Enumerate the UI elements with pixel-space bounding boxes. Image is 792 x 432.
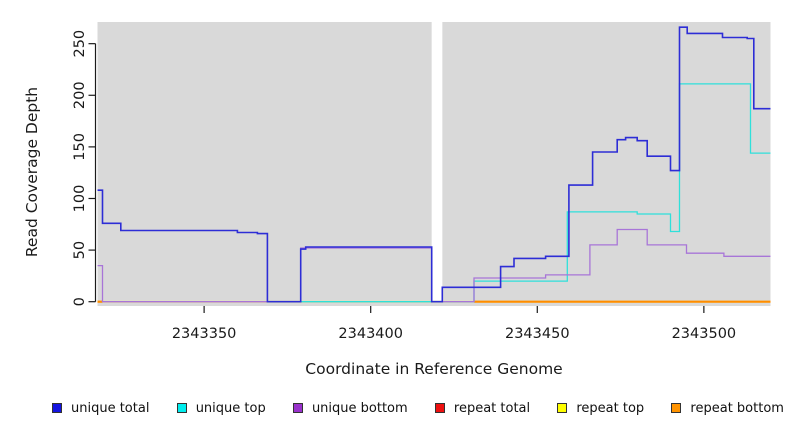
y-tick-label: 250	[72, 30, 88, 58]
legend-label: repeat top	[576, 400, 645, 416]
y-tick-label: 150	[72, 133, 88, 161]
y-tick-label: 50	[72, 241, 88, 259]
legend-swatch-icon	[557, 403, 568, 413]
x-tick-label: 2343450	[505, 326, 570, 342]
legend-item-repeat-bottom: repeat bottom	[671, 401, 784, 416]
legend-label: unique total	[71, 400, 150, 416]
legend-item-repeat-total: repeat total	[434, 400, 531, 416]
legend-label: repeat total	[453, 400, 531, 416]
series-unique-top	[300, 83, 771, 303]
legend-item-repeat-top: repeat top	[557, 401, 644, 416]
legend-swatch-icon	[176, 403, 187, 413]
x-tick-label: 2343400	[338, 326, 403, 342]
legend-label: unique top	[195, 400, 266, 416]
y-tick-label: 100	[72, 185, 88, 213]
legend-swatch-icon	[434, 403, 445, 413]
y-tick-label: 0	[72, 297, 88, 306]
x-tick-label: 2343350	[172, 326, 237, 342]
legend-swatch-icon	[671, 403, 682, 413]
legend-label: repeat bottom	[690, 400, 784, 416]
legend-item-unique-bottom: unique bottom	[292, 400, 408, 416]
legend-swatch-icon	[52, 403, 62, 413]
coverage-gap-band	[431, 22, 443, 301]
legend: unique total unique top unique bottom repea…	[52, 399, 784, 417]
x-axis-title: Coordinate in Reference Genome	[305, 360, 563, 378]
legend-swatch-icon	[292, 403, 303, 413]
y-axis-title: Read Coverage Depth	[23, 86, 41, 258]
legend-label: unique bottom	[311, 400, 408, 416]
y-tick-label: 200	[72, 81, 88, 109]
legend-item-unique-total: unique total	[52, 401, 149, 416]
legend-item-unique-top: unique top	[176, 400, 266, 416]
series-unique-total	[97, 26, 771, 303]
x-tick-label: 2343500	[672, 326, 737, 342]
